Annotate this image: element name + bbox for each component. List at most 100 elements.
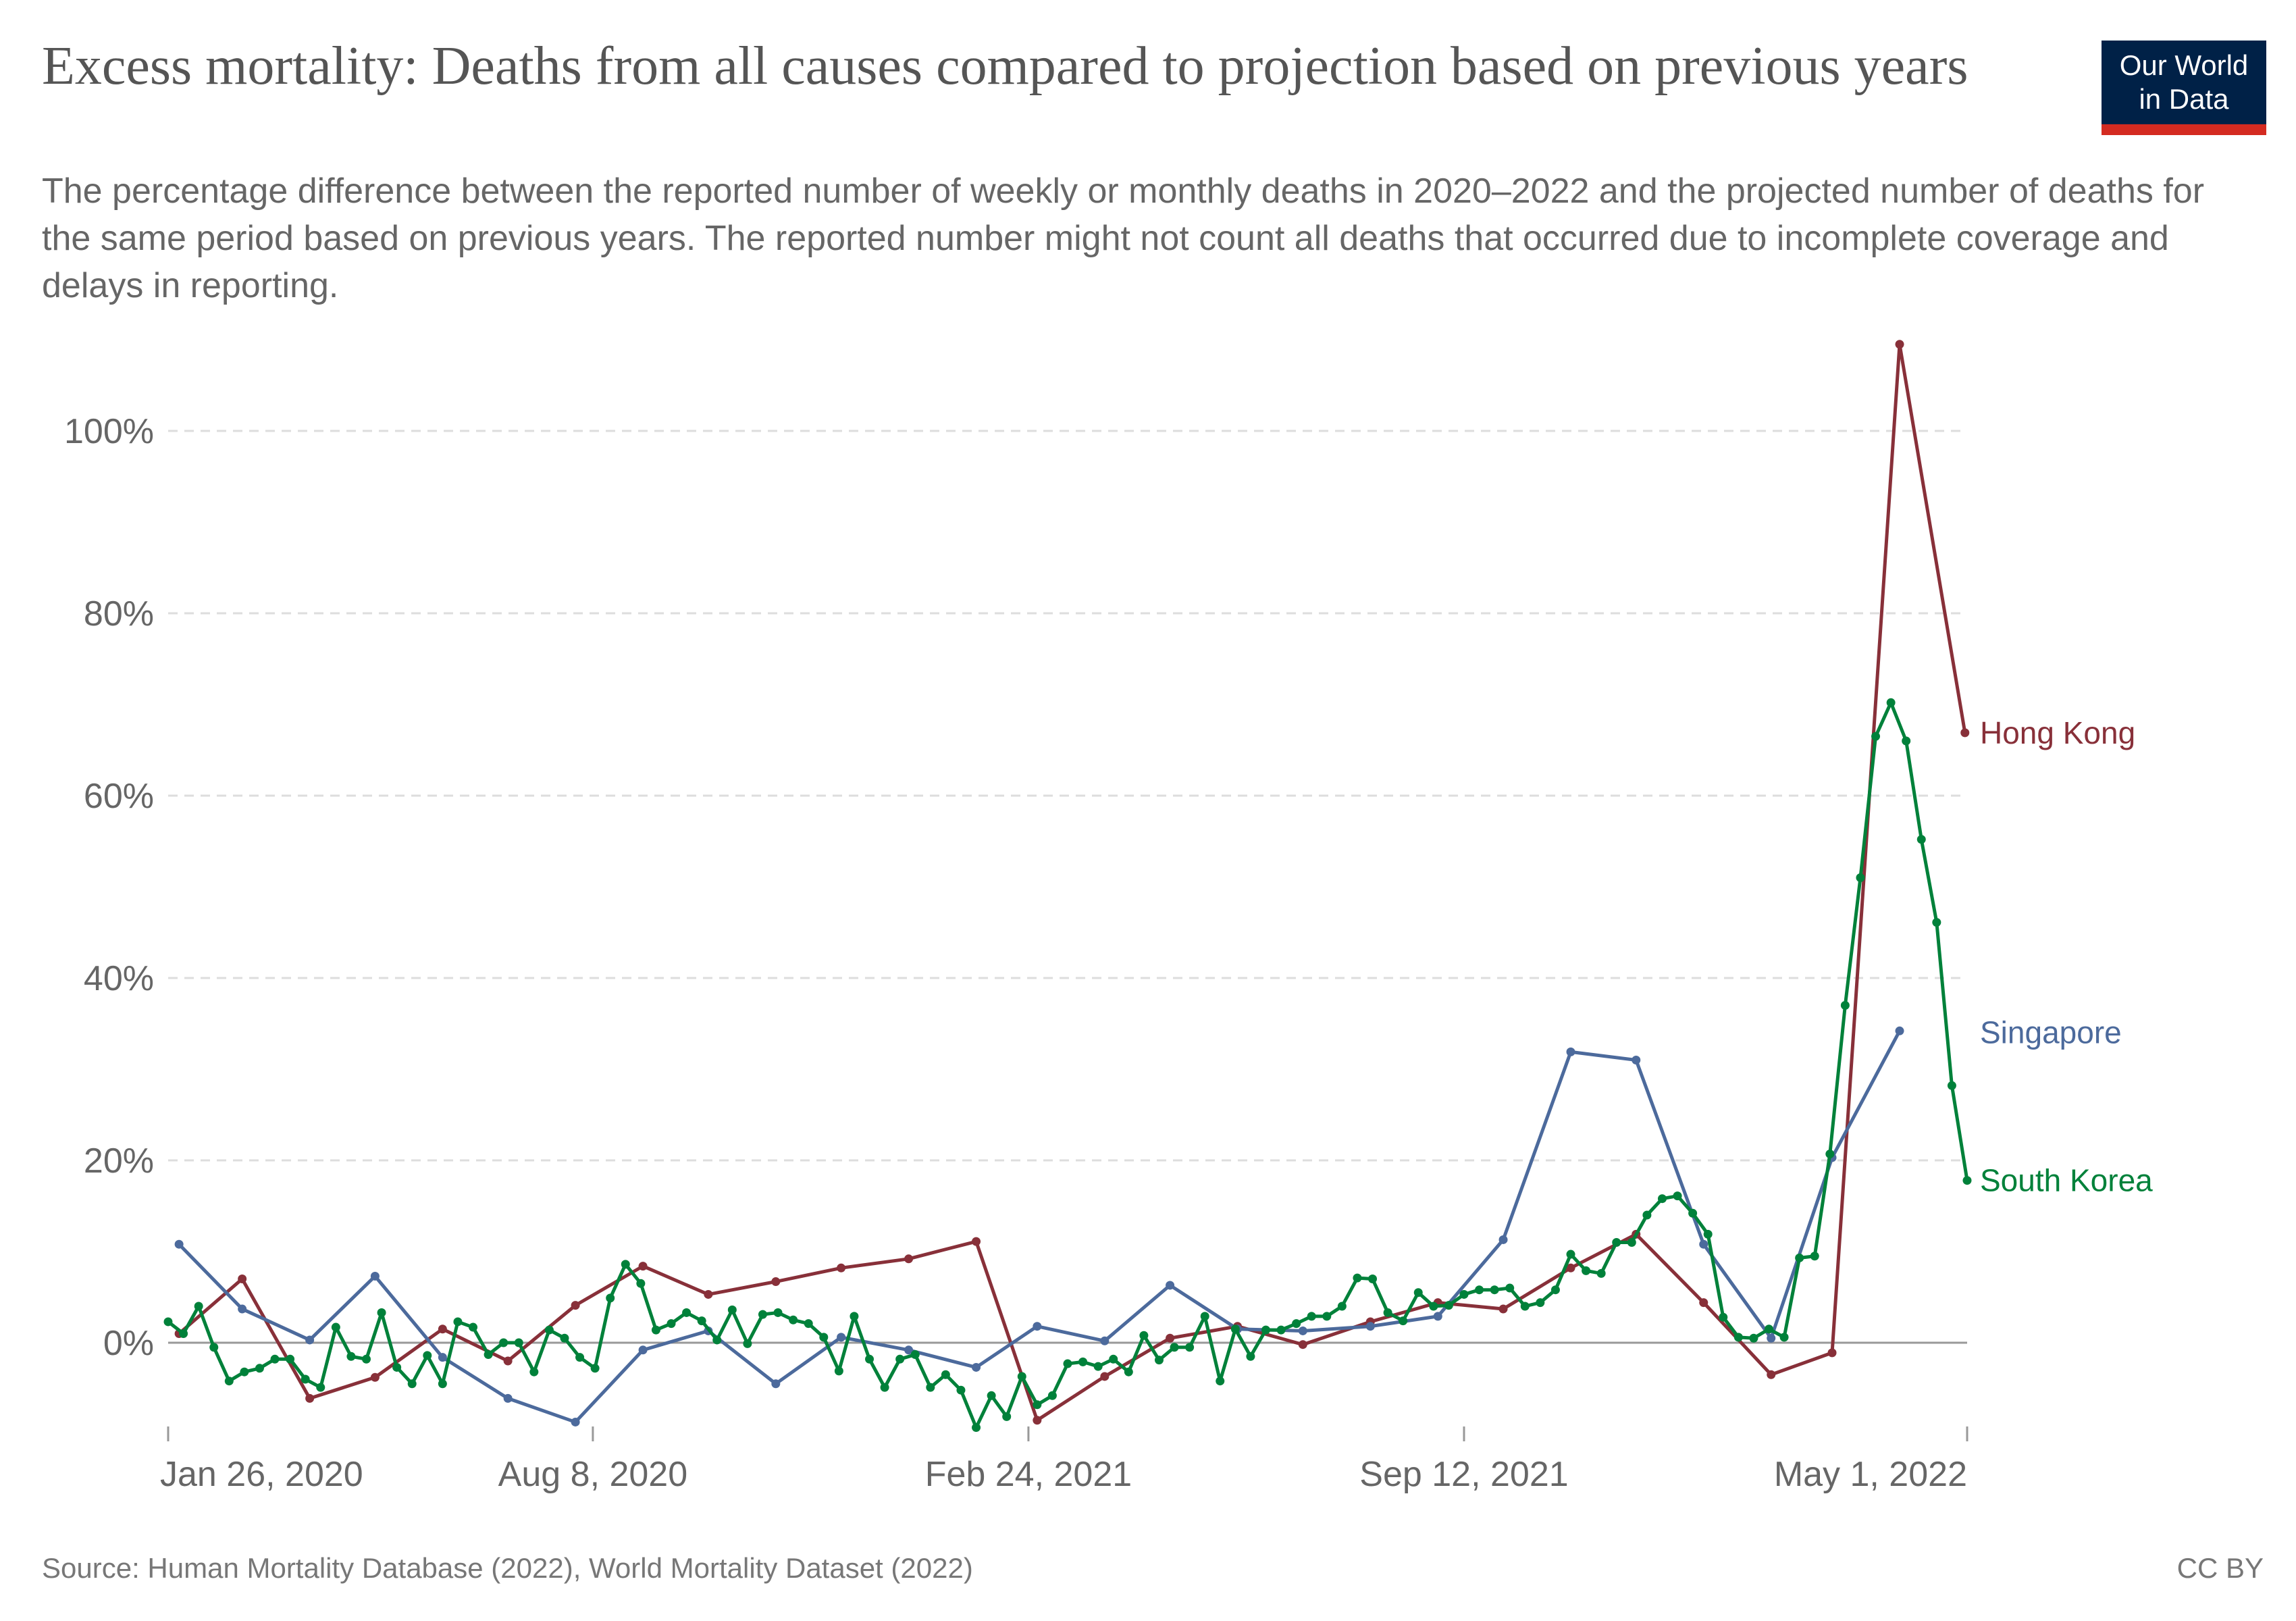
data-point	[194, 1302, 203, 1311]
data-point	[1795, 1253, 1804, 1262]
data-point	[1093, 1362, 1103, 1371]
data-point	[819, 1333, 829, 1342]
data-point	[1767, 1370, 1776, 1379]
data-point	[499, 1338, 508, 1347]
data-point	[1733, 1333, 1743, 1342]
data-point	[1166, 1281, 1175, 1290]
data-point	[1033, 1416, 1042, 1425]
series-hong-kong	[174, 340, 1970, 1425]
data-point	[1033, 1400, 1042, 1410]
data-point	[1916, 835, 1926, 844]
data-point	[1699, 1239, 1708, 1249]
x-tick-label: Sep 12, 2021	[1359, 1455, 1568, 1494]
data-point	[1536, 1298, 1545, 1308]
data-point	[346, 1352, 356, 1361]
data-point	[1399, 1316, 1408, 1326]
series-label: South Korea	[1980, 1163, 2153, 1198]
data-point	[1962, 1176, 1972, 1185]
data-point	[1840, 1001, 1850, 1010]
data-point	[423, 1351, 432, 1360]
data-point	[972, 1237, 981, 1246]
data-point	[1767, 1333, 1776, 1343]
data-point	[1699, 1298, 1708, 1308]
data-point	[301, 1374, 310, 1384]
series-label: Singapore	[1980, 1014, 2122, 1050]
logo-accent-bar	[2102, 124, 2266, 135]
gridlines	[168, 430, 1967, 1344]
data-point	[529, 1367, 539, 1376]
x-tick-label: Aug 8, 2020	[498, 1455, 687, 1494]
data-point	[1246, 1352, 1255, 1361]
data-point	[606, 1293, 615, 1303]
data-point	[1932, 918, 1941, 927]
data-point	[514, 1338, 523, 1347]
data-point	[575, 1353, 585, 1362]
data-point	[1100, 1336, 1110, 1345]
data-point	[453, 1317, 463, 1327]
data-point	[1520, 1302, 1530, 1311]
data-point	[331, 1322, 340, 1332]
data-point	[972, 1362, 981, 1372]
data-point	[238, 1275, 247, 1283]
data-point	[1200, 1312, 1209, 1321]
data-point	[1902, 736, 1911, 746]
data-point	[1261, 1325, 1270, 1335]
data-point	[503, 1356, 513, 1366]
data-point	[1505, 1283, 1515, 1293]
data-point	[286, 1354, 295, 1364]
y-tick-label: 100%	[64, 412, 154, 451]
data-point	[704, 1289, 713, 1299]
data-point	[1444, 1301, 1453, 1310]
data-point	[1886, 698, 1896, 707]
data-point	[407, 1379, 417, 1389]
data-point	[880, 1383, 889, 1392]
data-point	[1719, 1312, 1728, 1322]
data-point	[1298, 1326, 1307, 1335]
data-point	[837, 1333, 846, 1342]
series-lines	[163, 340, 1972, 1433]
owid-logo[interactable]: Our World in Data	[2102, 41, 2266, 135]
data-point	[571, 1301, 580, 1310]
data-point	[255, 1364, 264, 1373]
series-line	[167, 700, 1969, 1430]
data-point	[1154, 1356, 1164, 1365]
data-point	[1002, 1412, 1012, 1421]
data-point	[1765, 1324, 1774, 1334]
data-point	[1612, 1238, 1621, 1247]
data-point	[1827, 1348, 1837, 1358]
y-tick-label: 0%	[103, 1324, 154, 1363]
data-point	[1642, 1210, 1652, 1220]
series-singapore	[174, 1026, 1904, 1426]
data-point	[438, 1379, 447, 1389]
y-tick-label: 60%	[84, 777, 154, 816]
data-point	[163, 1317, 173, 1327]
data-point	[179, 1329, 188, 1338]
data-point	[1856, 873, 1865, 882]
series-labels: Hong Kong Singapore South Korea	[1980, 715, 2153, 1198]
data-point	[438, 1353, 447, 1362]
data-point	[651, 1325, 660, 1335]
series-south-korea	[163, 698, 1972, 1433]
license-link[interactable]: CC BY	[2176, 1552, 2264, 1584]
data-point	[758, 1310, 767, 1319]
data-point	[305, 1393, 315, 1403]
x-tick-label: Jan 26, 2020	[160, 1455, 363, 1494]
x-axis: Jan 26, 2020 Aug 8, 2020 Feb 24, 2021 Sep 1…	[160, 1426, 1968, 1494]
data-point	[667, 1319, 676, 1329]
data-point	[240, 1367, 249, 1376]
data-point	[638, 1345, 648, 1355]
data-point	[926, 1383, 935, 1392]
data-point	[1047, 1391, 1057, 1400]
data-point	[972, 1423, 981, 1433]
data-point	[544, 1325, 554, 1335]
series-line	[178, 342, 1967, 1422]
data-point	[1365, 1322, 1375, 1331]
data-point	[1459, 1289, 1469, 1299]
series-label: Hong Kong	[1980, 715, 2135, 750]
data-point	[727, 1305, 737, 1314]
data-point	[370, 1372, 380, 1382]
data-point	[1871, 731, 1881, 741]
data-point	[1216, 1376, 1225, 1386]
data-point	[560, 1333, 569, 1343]
data-point	[1429, 1302, 1438, 1311]
